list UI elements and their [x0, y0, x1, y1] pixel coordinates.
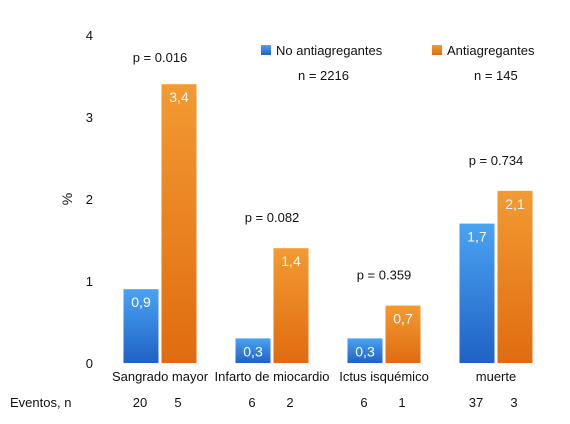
- p-value-2: p = 0.359: [357, 268, 412, 283]
- category-label-3: muerte: [476, 369, 516, 384]
- data-label-antiagregantes-0: 3,4: [169, 89, 189, 105]
- events-antiagregantes-2: 1: [398, 395, 405, 410]
- events-no-antiagregantes-2: 6: [360, 395, 367, 410]
- events-no-antiagregantes-3: 37: [469, 395, 483, 410]
- events-antiagregantes-1: 2: [286, 395, 293, 410]
- y-axis-label: %: [59, 193, 75, 205]
- bar-antiagregantes-2: [385, 305, 421, 363]
- bar-no-antiagregantes-3: [459, 223, 495, 363]
- data-labels: 0,9 0,3 0,3 1,7 3,4 1,4 0,7 2,1: [131, 89, 525, 359]
- bar-no-antiagregantes-0: [123, 289, 159, 363]
- events-no-antiagregantes-0: 20: [133, 395, 147, 410]
- data-label-antiagregantes-2: 0,7: [393, 311, 413, 327]
- category-label-2: Ictus isquémico: [339, 369, 429, 384]
- n-label-antiagregantes: n = 145: [474, 68, 518, 83]
- p-values: p = 0.016 p = 0.082 p = 0.359 p = 0.734: [133, 50, 524, 283]
- bar-no-antiagregantes-1: [235, 338, 271, 363]
- bar-antiagregantes-3: [497, 190, 533, 363]
- data-label-antiagregantes-1: 1,4: [281, 253, 301, 269]
- category-labels: Sangrado mayor Infarto de miocardio Ictus …: [112, 369, 516, 384]
- category-label-1: Infarto de miocardio: [215, 369, 330, 384]
- legend-swatch-antiagregantes: [432, 45, 442, 55]
- y-tick-0: 0: [86, 356, 93, 371]
- y-axis-ticks: 0 1 2 3 4: [86, 28, 93, 371]
- bar-no-antiagregantes-2: [347, 338, 383, 363]
- y-tick-1: 1: [86, 274, 93, 289]
- events-row: 20 5 6 2 6 1 37 3: [133, 395, 518, 410]
- y-tick-2: 2: [86, 192, 93, 207]
- data-label-antiagregantes-3: 2,1: [505, 196, 525, 212]
- events-antiagregantes-3: 3: [510, 395, 517, 410]
- bar-antiagregantes-0: [161, 84, 197, 363]
- p-value-3: p = 0.734: [469, 153, 524, 168]
- data-label-no-antiagregantes-2: 0,3: [355, 343, 375, 359]
- y-tick-3: 3: [86, 110, 93, 125]
- y-tick-4: 4: [86, 28, 93, 43]
- events-label: Eventos, n: [10, 395, 71, 410]
- p-value-1: p = 0.082: [245, 210, 300, 225]
- data-label-no-antiagregantes-1: 0,3: [243, 343, 263, 359]
- legend-label-antiagregantes: Antiagregantes: [447, 43, 535, 58]
- p-value-0: p = 0.016: [133, 50, 188, 65]
- data-label-no-antiagregantes-3: 1,7: [467, 229, 487, 245]
- events-antiagregantes-0: 5: [174, 395, 181, 410]
- data-label-no-antiagregantes-0: 0,9: [131, 294, 151, 310]
- events-no-antiagregantes-1: 6: [248, 395, 255, 410]
- legend-swatch-no-antiagregantes: [261, 45, 271, 55]
- bars: [123, 84, 533, 363]
- legend-label-no-antiagregantes: No antiagregantes: [276, 43, 383, 58]
- bar-antiagregantes-1: [273, 248, 309, 363]
- legend: No antiagregantes Antiagregantes n = 221…: [261, 43, 535, 83]
- n-label-no-antiagregantes: n = 2216: [298, 68, 349, 83]
- category-label-0: Sangrado mayor: [112, 369, 209, 384]
